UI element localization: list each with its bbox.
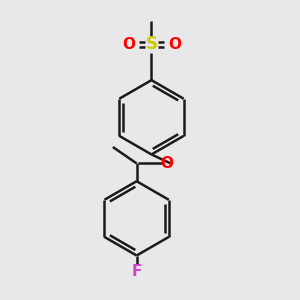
Text: S: S (146, 35, 158, 53)
Text: O: O (160, 156, 173, 171)
Text: F: F (131, 264, 142, 279)
Text: O: O (122, 37, 135, 52)
Text: O: O (168, 37, 181, 52)
